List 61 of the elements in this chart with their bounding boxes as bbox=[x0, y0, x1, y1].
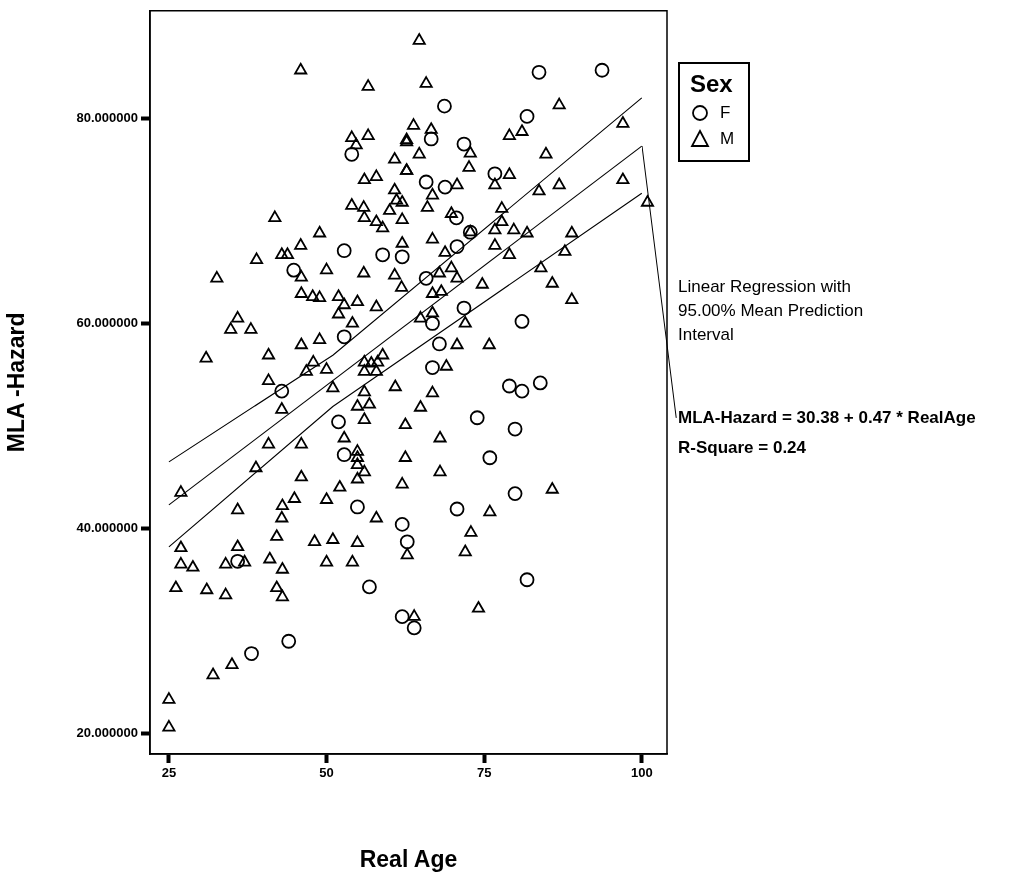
point bbox=[449, 501, 465, 517]
point bbox=[501, 378, 517, 394]
point bbox=[519, 108, 535, 124]
point bbox=[487, 166, 503, 182]
y-tick-label: 60.000000 bbox=[76, 315, 138, 331]
legend-label: F bbox=[720, 103, 731, 123]
text: R-Square = 0.24 bbox=[678, 438, 807, 458]
point bbox=[469, 410, 485, 426]
point bbox=[482, 450, 498, 466]
point bbox=[244, 646, 259, 661]
point bbox=[532, 375, 548, 391]
point bbox=[344, 146, 360, 162]
point bbox=[437, 179, 453, 195]
x-axis-title: Real Age bbox=[359, 845, 458, 872]
point bbox=[449, 210, 464, 226]
y-tick-label: 40.000000 bbox=[76, 520, 138, 536]
point bbox=[418, 270, 434, 286]
point bbox=[281, 633, 297, 649]
point bbox=[375, 247, 391, 263]
x-tick-label: 25 bbox=[161, 765, 177, 781]
x-tick-label: 75 bbox=[476, 765, 492, 781]
point bbox=[423, 131, 439, 147]
x-tick-label: 100 bbox=[630, 765, 653, 781]
point bbox=[274, 383, 290, 399]
text: Linear Regression with 95.00% Mean Prediction Interval bbox=[678, 276, 865, 346]
point bbox=[425, 316, 440, 331]
point bbox=[531, 64, 547, 80]
y-tick-label: 20.000000 bbox=[76, 725, 138, 741]
point bbox=[394, 249, 410, 265]
point bbox=[331, 414, 346, 430]
point bbox=[350, 499, 365, 515]
point bbox=[431, 336, 447, 352]
point bbox=[394, 516, 410, 532]
point bbox=[594, 62, 610, 78]
point bbox=[519, 572, 535, 588]
point bbox=[456, 300, 472, 316]
point bbox=[449, 239, 465, 254]
y-axis-title: MLA -Hazard bbox=[3, 312, 30, 453]
point bbox=[418, 174, 434, 190]
y-tick-label: 80.000000 bbox=[76, 110, 138, 126]
point bbox=[507, 421, 523, 437]
point bbox=[399, 534, 415, 550]
legend-label: M bbox=[720, 129, 735, 149]
point bbox=[286, 262, 302, 278]
point bbox=[456, 136, 472, 152]
point bbox=[437, 98, 452, 114]
text: MLA-Hazard = 30.38 + 0.47 * RealAge bbox=[678, 408, 976, 428]
point bbox=[514, 383, 530, 399]
point bbox=[394, 609, 410, 625]
point bbox=[336, 243, 352, 259]
point bbox=[514, 314, 530, 329]
point bbox=[362, 579, 377, 595]
x-tick-label: 50 bbox=[319, 765, 334, 781]
legend-title: Sex bbox=[690, 70, 734, 98]
point bbox=[336, 329, 352, 345]
point bbox=[507, 486, 523, 502]
point bbox=[462, 224, 478, 240]
point bbox=[230, 553, 246, 569]
point bbox=[406, 620, 422, 636]
point bbox=[336, 447, 352, 463]
point bbox=[425, 360, 440, 375]
